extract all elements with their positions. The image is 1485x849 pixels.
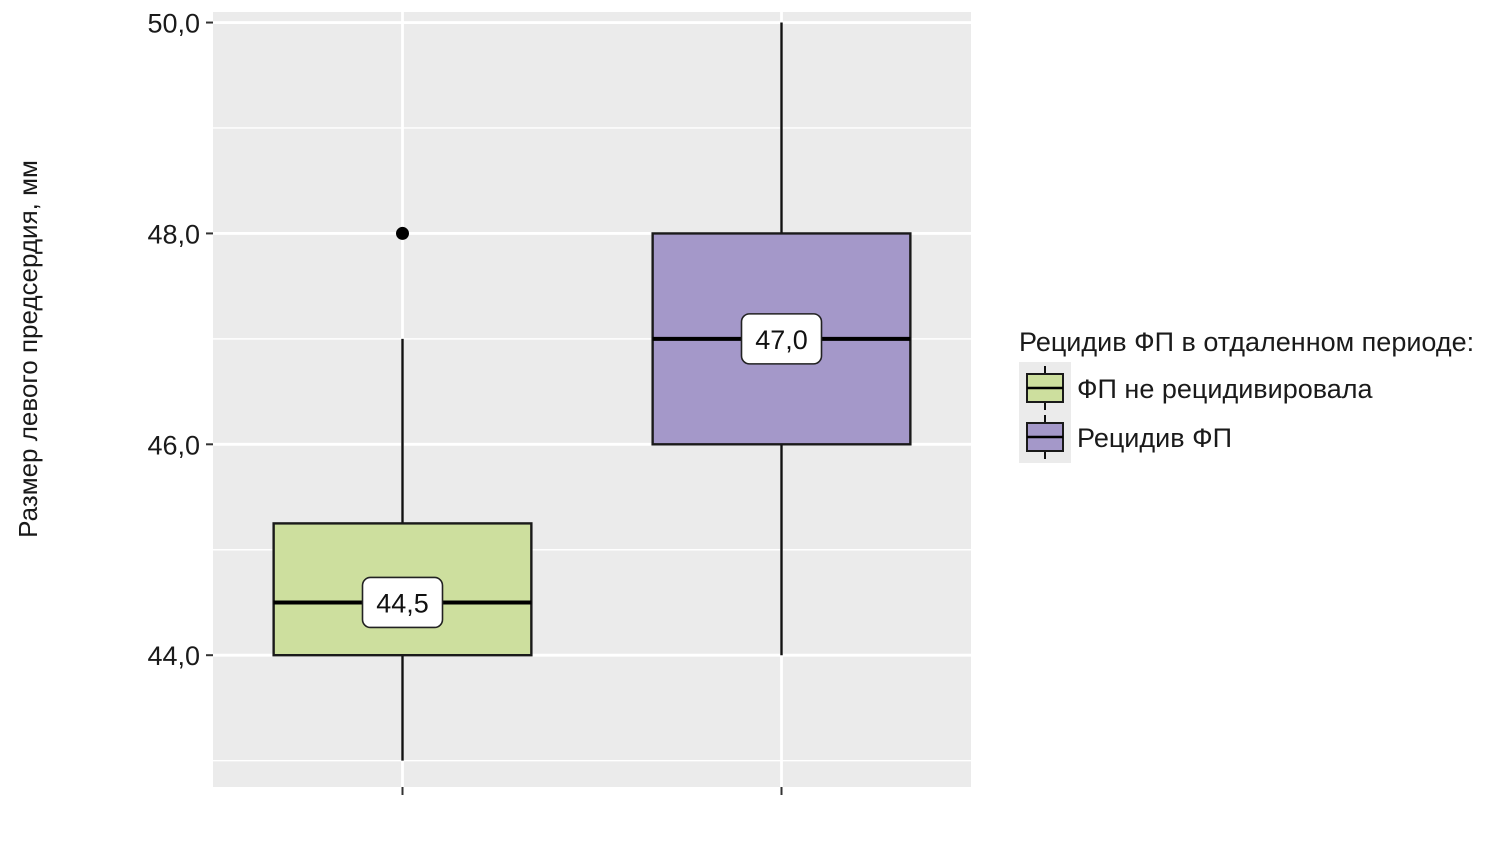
y-tick-label: 44,0 bbox=[147, 641, 200, 671]
median-label-box bbox=[361, 576, 444, 629]
box-group: 44,5 bbox=[272, 226, 533, 761]
boxes: 44,5 47,0 bbox=[272, 22, 912, 761]
box-group: 47,0 bbox=[651, 22, 912, 656]
legend-title: Рецидив ФП в отдаленном периоде: bbox=[1019, 327, 1474, 357]
median-label-box bbox=[740, 313, 823, 365]
x-axis bbox=[401, 787, 783, 795]
y-tick-label: 46,0 bbox=[147, 430, 200, 460]
legend: Рецидив ФП в отдаленном периоде: ФП не р… bbox=[1019, 327, 1474, 463]
legend-item: Рецидив ФП bbox=[1019, 411, 1232, 463]
outlier-point bbox=[396, 226, 409, 240]
y-axis: 44,0 46,0 48,0 50,0 bbox=[147, 9, 213, 671]
y-tick-label: 50,0 bbox=[147, 9, 200, 39]
legend-label: ФП не рецидивировала bbox=[1077, 374, 1374, 404]
median-label: 47,0 bbox=[755, 325, 808, 355]
y-tick-label: 48,0 bbox=[147, 219, 200, 249]
legend-item: ФП не рецидивировала bbox=[1019, 362, 1374, 414]
legend-items: ФП не рецидивировала Рецидив ФП bbox=[1019, 362, 1374, 463]
legend-label: Рецидив ФП bbox=[1077, 423, 1232, 453]
y-axis-label: Размер левого предсердия, мм bbox=[13, 160, 43, 538]
median-label: 44,5 bbox=[376, 588, 429, 618]
